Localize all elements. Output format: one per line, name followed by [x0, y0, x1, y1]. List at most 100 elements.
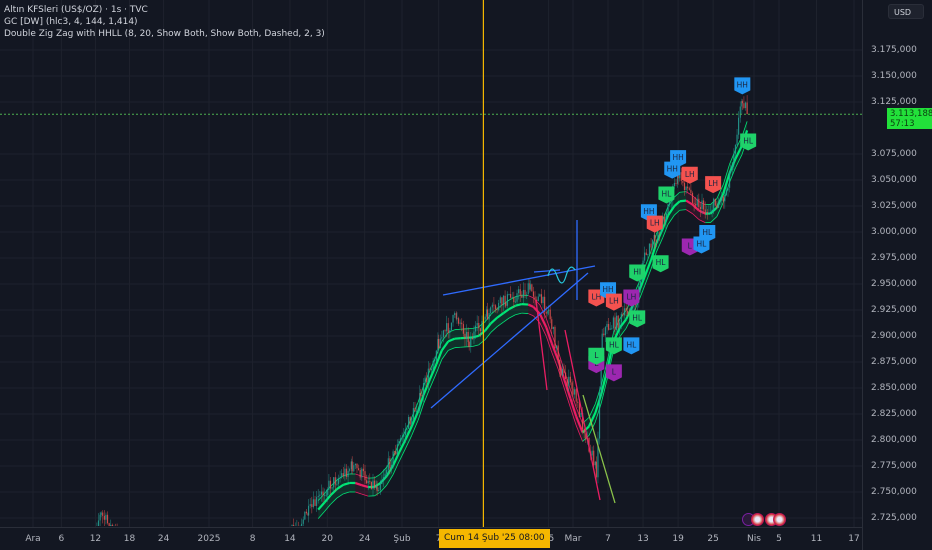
ribbon-edge	[441, 350, 449, 360]
candle-body	[708, 212, 710, 214]
candle-body	[305, 511, 308, 514]
candle-body	[447, 323, 449, 334]
ribbon-edge	[557, 368, 565, 388]
ribbon-center	[545, 326, 553, 344]
candle-body	[427, 368, 429, 383]
price-tick-label: 2.925,000	[871, 305, 917, 315]
candle-body	[415, 410, 418, 412]
candle-body	[499, 297, 501, 303]
candle-body	[467, 331, 469, 343]
candle-body	[470, 338, 472, 347]
candle-body	[521, 295, 523, 298]
candle-body	[690, 189, 692, 193]
pivot-label-box	[605, 364, 622, 382]
candle-body	[615, 315, 618, 330]
candle-body	[679, 172, 681, 179]
candle-body	[421, 395, 423, 397]
candle-body	[336, 483, 338, 485]
candle-body	[549, 309, 551, 320]
candle-body	[302, 519, 304, 524]
ribbon-edge	[594, 385, 602, 405]
pivot-label-box	[623, 289, 640, 307]
candle-body	[714, 198, 716, 206]
pivot-label-hl: HL	[740, 133, 757, 151]
ribbon-edge	[588, 421, 596, 436]
ribbon-center	[336, 483, 344, 491]
candle-body	[606, 323, 608, 328]
ribbon-center	[397, 439, 407, 454]
ribbon-edge	[716, 202, 724, 217]
candle-body	[457, 318, 460, 324]
ribbon-edge	[729, 149, 736, 165]
ribbon-edge	[722, 163, 730, 185]
ribbon-edge	[692, 213, 700, 220]
candle-body	[609, 328, 611, 330]
candle-body	[504, 295, 506, 303]
ribbon-edge	[343, 491, 350, 495]
ribbon-center	[392, 452, 400, 467]
time-tick-label: Mar	[564, 534, 582, 544]
time-axis[interactable]: Ara612182420258142024Şub725Mar7131925Nis…	[0, 527, 862, 550]
us-flag-event-icon[interactable]	[751, 513, 764, 526]
candle-body	[419, 393, 421, 396]
candle-body	[403, 435, 405, 437]
candle-body	[722, 196, 724, 202]
us-flag-event-icon[interactable]	[773, 513, 786, 526]
price-chart[interactable]: HHHLHHHHLHLHHHLHHLLHLHLHLHILHLHHHLHHLHLL…	[0, 0, 862, 527]
candle-body	[349, 469, 351, 471]
price-axis[interactable]: 3.175,000 3.150,000 3.125,000 3.075,000 3.05…	[862, 0, 932, 550]
trendline-drawings[interactable]	[430, 220, 616, 504]
candle-body	[439, 338, 441, 349]
candle-body	[719, 200, 721, 203]
indicator-gc-dw[interactable]: GC [DW] (hlc3, 4, 144, 1,414)	[4, 17, 138, 27]
candle-body	[518, 289, 520, 294]
price-tick-label: 2.950,000	[871, 279, 917, 289]
candle-body	[437, 339, 439, 351]
candle-body	[334, 477, 336, 485]
candle-body	[462, 324, 464, 334]
candle-body	[601, 333, 603, 359]
candle-body	[545, 312, 547, 314]
ribbon-edge	[735, 154, 743, 169]
pivot-label-text: LH	[685, 170, 695, 179]
candle-body	[555, 345, 558, 349]
ribbon-center	[667, 205, 676, 217]
ribbon-edge	[619, 328, 627, 338]
candle-body	[575, 389, 577, 402]
candle-body	[574, 389, 576, 395]
currency-button[interactable]: USD	[888, 4, 924, 19]
candle-body	[539, 294, 541, 297]
pivot-label-text: LH	[591, 293, 601, 302]
candle-body	[537, 296, 539, 302]
candle-body	[706, 212, 708, 213]
candle-body	[361, 468, 363, 478]
indicator-double-zigzag[interactable]: Double Zig Zag with HHLL (8, 20, Show Bo…	[4, 29, 325, 39]
pivot-label-text: HL	[697, 239, 708, 248]
candle-body	[359, 469, 361, 478]
candle-body	[102, 512, 104, 516]
time-tick-label: 8	[249, 534, 256, 544]
ribbon-edge	[490, 326, 498, 333]
candle-body	[308, 505, 310, 516]
candle-body	[396, 444, 398, 455]
symbol-title[interactable]: Altın KFSleri (US$/OZ) · 1s · TVC	[4, 5, 148, 15]
candle-body	[407, 417, 410, 429]
pivot-label-text: LH	[708, 179, 718, 188]
candle-body	[317, 495, 319, 498]
candle-body	[597, 438, 599, 478]
pivot-label-l: LH	[623, 289, 640, 307]
time-tick-label: 6	[58, 534, 65, 544]
candle-body	[103, 515, 105, 520]
price-tick-label: 3.075,000	[871, 149, 917, 159]
pivot-label-lh: LH	[705, 176, 722, 194]
candle-body	[721, 196, 723, 201]
candle-body	[731, 165, 733, 171]
pivot-label-hh: HH	[734, 77, 751, 95]
ribbon-edge	[429, 373, 437, 389]
candle-body	[422, 383, 425, 397]
candle-body	[444, 330, 446, 332]
candle-body	[619, 322, 621, 328]
ribbon-edge	[374, 491, 381, 497]
candle-body	[623, 308, 626, 316]
candle-body	[658, 232, 661, 234]
